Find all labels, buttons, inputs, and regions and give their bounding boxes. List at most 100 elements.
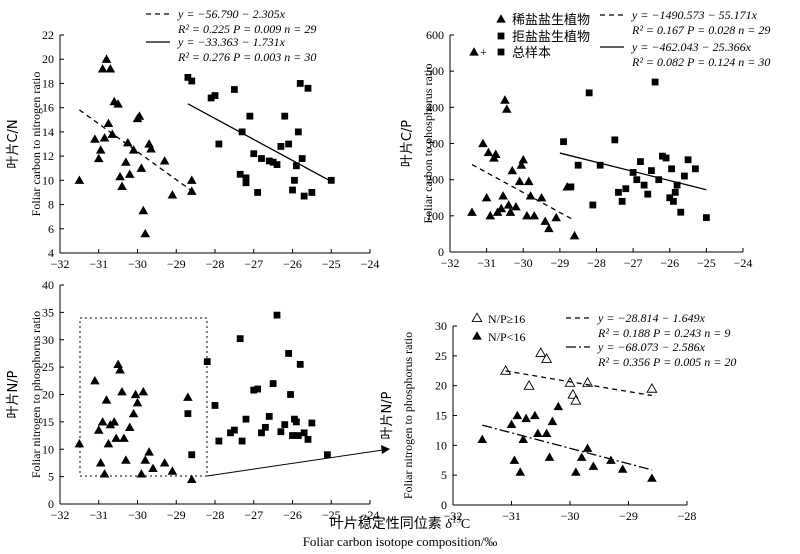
data-point-triangle [99, 133, 110, 142]
y-tick-label: 500 [426, 64, 444, 78]
data-point-triangle [515, 467, 526, 476]
data-point-square [668, 165, 675, 173]
data-point-triangle [509, 455, 520, 464]
data-point-square [640, 181, 648, 189]
data-point-triangle [134, 111, 145, 120]
x-tick-label: −27 [624, 256, 643, 270]
data-point-square [258, 155, 265, 162]
data-point-triangle [159, 156, 170, 165]
x-tick-label: −26 [660, 256, 679, 270]
x-tick-label: −29 [167, 257, 186, 271]
y-tick-label: 15 [42, 415, 54, 429]
data-point-square [281, 112, 289, 120]
data-point-square [611, 136, 619, 144]
data-point-square [596, 161, 604, 169]
x-tick-label: −27 [244, 257, 263, 271]
data-point-square [670, 197, 677, 205]
data-point-square [227, 429, 234, 437]
regression-line-dashed [78, 109, 197, 195]
data-point-triangle [533, 428, 543, 437]
data-point-triangle [119, 433, 129, 442]
data-point-open-triangle [500, 365, 512, 375]
data-point-triangle [544, 452, 555, 461]
data-point-open-triangle [570, 394, 582, 405]
data-point-triangle [113, 359, 123, 368]
y-tick-label: 600 [426, 28, 444, 42]
data-point-square [308, 189, 316, 196]
legend-plus: + [480, 45, 487, 59]
data-point-triangle [93, 425, 104, 434]
data-point-square [287, 391, 294, 398]
data-point-triangle [97, 417, 108, 426]
data-point-square [691, 165, 699, 173]
data-point-triangle [159, 458, 170, 467]
data-point-triangle [117, 386, 127, 396]
data-point-square [659, 152, 666, 160]
regression-line-dashed [471, 163, 575, 221]
x-tick-label: −26 [283, 257, 302, 271]
data-point-triangle [90, 134, 100, 143]
data-point-triangle [569, 230, 580, 240]
panel-b-fit-2-stats: R² = 0.082 P = 0.124 n = 30 [631, 55, 770, 69]
data-point-triangle [529, 211, 540, 220]
data-point-triangle [97, 64, 108, 73]
data-point-triangle [506, 419, 517, 429]
legend-marker-triangle [496, 14, 506, 23]
data-point-triangle [507, 165, 518, 175]
regression-line-solid [187, 103, 332, 182]
data-point-open-triangle [535, 347, 547, 357]
panel-b-fit-1-stats: R² = 0.167 P = 0.028 n = 29 [631, 23, 770, 37]
data-point-square [188, 77, 196, 85]
data-point-triangle [128, 408, 139, 418]
legend-marker-square [497, 48, 505, 56]
data-point-triangle [547, 416, 558, 426]
data-point-square [589, 201, 597, 209]
regression-line-dashdot [482, 424, 653, 471]
data-point-square [269, 380, 277, 387]
y-tick-label: 22 [42, 28, 54, 42]
legend-label: N/P≥16 [488, 312, 525, 326]
y-tick-label: 40 [42, 278, 54, 292]
data-point-triangle [136, 163, 147, 172]
y-tick-label: 15 [435, 409, 447, 423]
data-point-square [629, 169, 637, 176]
data-point-square [242, 179, 250, 187]
data-point-triangle [523, 176, 534, 186]
x-tick-label: −28 [206, 508, 225, 522]
x-tick-label: −28 [587, 256, 606, 270]
data-point-triangle [516, 160, 527, 169]
x-axis-superscript: 13 [451, 514, 461, 525]
data-point-triangle [99, 469, 110, 478]
y-tick-label: 30 [435, 319, 447, 333]
data-point-square [250, 150, 258, 158]
y-axis-label: Foliar carbon to phosphorus ratio [421, 64, 435, 224]
data-point-square [633, 176, 641, 184]
data-point-triangle [501, 104, 512, 113]
y-tick-label: 20 [42, 388, 54, 402]
data-point-square [304, 84, 312, 92]
data-point-triangle [124, 169, 135, 178]
data-point-triangle [540, 216, 551, 225]
legend-label: 总样本 [512, 46, 551, 61]
data-point-triangle [115, 365, 125, 374]
y-tick-label: 4 [48, 246, 54, 260]
x-tick-label: −24 [361, 508, 380, 522]
data-point-triangle [95, 145, 106, 154]
y-tick-label: 10 [435, 438, 447, 452]
data-point-square [215, 140, 223, 148]
data-point-triangle [522, 211, 532, 220]
data-point-square [644, 190, 652, 198]
legend-label: 拒盐盐生植物 [512, 30, 590, 45]
data-point-square [273, 161, 281, 168]
data-point-triangle [483, 147, 494, 157]
x-tick-label: −29 [619, 509, 638, 523]
x-tick-label: −32 [444, 509, 463, 523]
data-point-triangle [485, 211, 496, 220]
y-tick-label: 20 [42, 52, 54, 66]
y-axis-label-cn: 叶片N/P [380, 391, 395, 439]
data-point-triangle [109, 417, 120, 426]
data-point-square [673, 181, 681, 189]
panel-d-fit-2-equation: y = −68.073 − 2.586x [597, 340, 706, 354]
data-point-square [236, 170, 244, 178]
data-point-square [666, 194, 674, 202]
